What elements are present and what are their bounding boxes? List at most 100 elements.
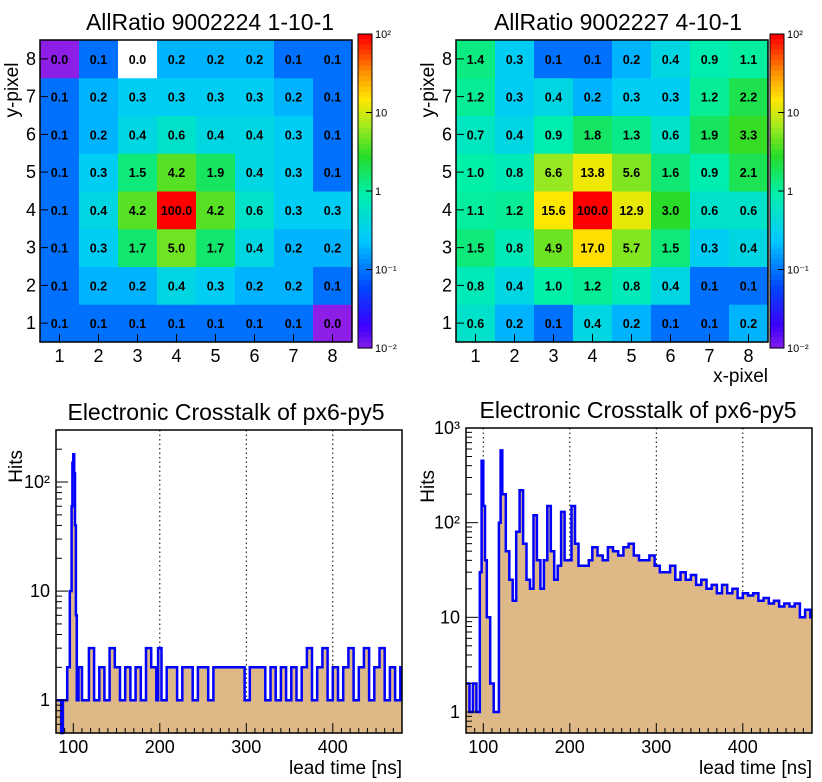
colorbar-segment xyxy=(770,290,784,297)
heatmap-cell-label: 1.9 xyxy=(701,128,718,142)
heatmap-1-yticks: 1 2 3 4 5 6 7 8 xyxy=(26,49,48,333)
heatmap-cell xyxy=(118,191,158,230)
colorbar-segment xyxy=(770,217,784,223)
colorbar-segment xyxy=(358,70,372,77)
heatmap-cell xyxy=(235,77,275,116)
heatmap-cell xyxy=(573,115,613,154)
histogram-panel-1: Electronic Crosstalk of px6-py5 Hits lea… xyxy=(6,399,403,779)
histogram-2-yticks: 1 10 10² 10³ xyxy=(434,418,478,734)
histogram-1-fill xyxy=(56,454,402,733)
colorbar-segment xyxy=(770,138,784,145)
heatmap-cell-label: 0.1 xyxy=(740,279,757,293)
heatmap-cell-label: 0.2 xyxy=(285,279,302,293)
y-tick-label: 10 xyxy=(440,607,460,627)
histogram-2-ylabel: Hits xyxy=(418,470,439,503)
heatmap-cell-label: 0.0 xyxy=(51,53,68,67)
heatmap-cell-label: 0.8 xyxy=(623,279,640,293)
colorbar-segment xyxy=(770,65,784,72)
heatmap-cell xyxy=(651,228,691,267)
colorbar-segment xyxy=(358,60,372,66)
colorbar-segment xyxy=(358,164,372,171)
colorbar-segment xyxy=(770,81,784,87)
colorbar-label: 10⁻² xyxy=(375,343,397,355)
heatmap-cell-label: 1.0 xyxy=(545,279,562,293)
heatmap-cell-label: 0.6 xyxy=(740,204,757,218)
colorbar-segment xyxy=(358,149,372,155)
colorbar-segment xyxy=(358,306,372,312)
colorbar-label: 10² xyxy=(375,29,391,41)
heatmap-cell xyxy=(729,77,769,116)
heatmap-cell-label: 0.2 xyxy=(324,242,341,256)
heatmap-cell-label: 2.1 xyxy=(740,166,757,180)
heatmap-cell xyxy=(534,77,574,116)
heatmap-cell-label: 4.9 xyxy=(545,242,562,256)
colorbar-segment xyxy=(770,248,784,255)
heatmap-cell-label: 0.2 xyxy=(168,53,185,67)
heatmap-cell-label: 0.2 xyxy=(506,317,523,331)
heatmap-cell-label: 1.6 xyxy=(662,166,679,180)
heatmap-cell-label: 5.7 xyxy=(623,242,640,256)
y-tick-label: 2 xyxy=(26,275,36,295)
heatmap-cell xyxy=(235,228,275,267)
colorbar-segment xyxy=(358,191,372,197)
heatmap-cell-label: 0.1 xyxy=(129,317,146,331)
y-tick-label: 5 xyxy=(26,162,36,182)
heatmap-cell xyxy=(313,266,353,305)
heatmap-cell-label: 0.1 xyxy=(51,317,68,331)
colorbar-segment xyxy=(358,107,372,114)
colorbar-segment xyxy=(358,86,372,93)
heatmap-2-ylabel: y-pixel xyxy=(418,63,439,118)
colorbar-segment xyxy=(358,269,372,276)
heatmap-cell xyxy=(79,191,119,230)
colorbar-segment xyxy=(358,342,372,349)
heatmap-cell xyxy=(573,77,613,116)
heatmap-2-colorbar: 10² 10 1 10⁻¹ 10⁻² xyxy=(769,29,809,355)
heatmap-cell xyxy=(651,266,691,305)
heatmap-cell-label: 1.4 xyxy=(467,53,484,67)
colorbar-segment xyxy=(358,248,372,255)
heatmap-cell xyxy=(274,228,314,267)
y-tick-label: 2 xyxy=(442,275,452,295)
colorbar-segment xyxy=(358,290,372,297)
heatmap-cell xyxy=(79,115,119,154)
heatmap-cell xyxy=(495,115,535,154)
heatmap-cell xyxy=(651,191,691,230)
colorbar-segment xyxy=(358,211,372,218)
colorbar-segment xyxy=(770,316,784,323)
heatmap-cell-label: 0.4 xyxy=(740,242,757,256)
x-tick-label: 2 xyxy=(93,346,103,366)
y-tick-label: 1 xyxy=(40,690,50,710)
heatmap-2-xlabel: x-pixel xyxy=(713,366,768,387)
colorbar-segment xyxy=(358,96,372,103)
colorbar-segment xyxy=(358,143,372,150)
heatmap-2-xticks: 1 2 3 4 5 6 7 8 xyxy=(470,334,754,366)
colorbar-segment xyxy=(358,39,372,46)
heatmap-cell-label: 100.0 xyxy=(161,204,192,218)
heatmap-cell-label: 0.3 xyxy=(246,91,263,105)
histogram-1-title: Electronic Crosstalk of px6-py5 xyxy=(67,399,384,425)
heatmap-cell-label: 0.1 xyxy=(324,279,341,293)
colorbar-segment xyxy=(358,227,372,234)
heatmap-cell-label: 0.4 xyxy=(584,317,601,331)
heatmap-cell xyxy=(157,77,197,116)
colorbar-segment xyxy=(770,154,784,161)
heatmap-cell xyxy=(534,40,574,79)
y-tick-label: 1 xyxy=(26,313,36,333)
heatmap-cell xyxy=(729,115,769,154)
colorbar-segment xyxy=(770,112,784,119)
heatmap-cell-label: 0.4 xyxy=(129,128,146,142)
histogram-1-yticks: 1 10 10² xyxy=(24,429,68,734)
heatmap-cell-label: 0.1 xyxy=(90,317,107,331)
histogram-1-line xyxy=(56,452,402,735)
heatmap-cell-label: 0.6 xyxy=(246,204,263,218)
heatmap-cell xyxy=(612,153,652,192)
y-tick-label: 5 xyxy=(442,162,452,182)
colorbar-segment xyxy=(358,311,372,318)
heatmap-cell xyxy=(274,40,314,79)
colorbar-segment xyxy=(770,211,784,218)
heatmap-cell xyxy=(690,191,730,230)
colorbar-label: 10⁻¹ xyxy=(787,265,809,277)
heatmap-cell-label: 1.1 xyxy=(740,53,757,67)
heatmap-cell xyxy=(196,228,236,267)
heatmap-cell-label: 0.9 xyxy=(701,53,718,67)
